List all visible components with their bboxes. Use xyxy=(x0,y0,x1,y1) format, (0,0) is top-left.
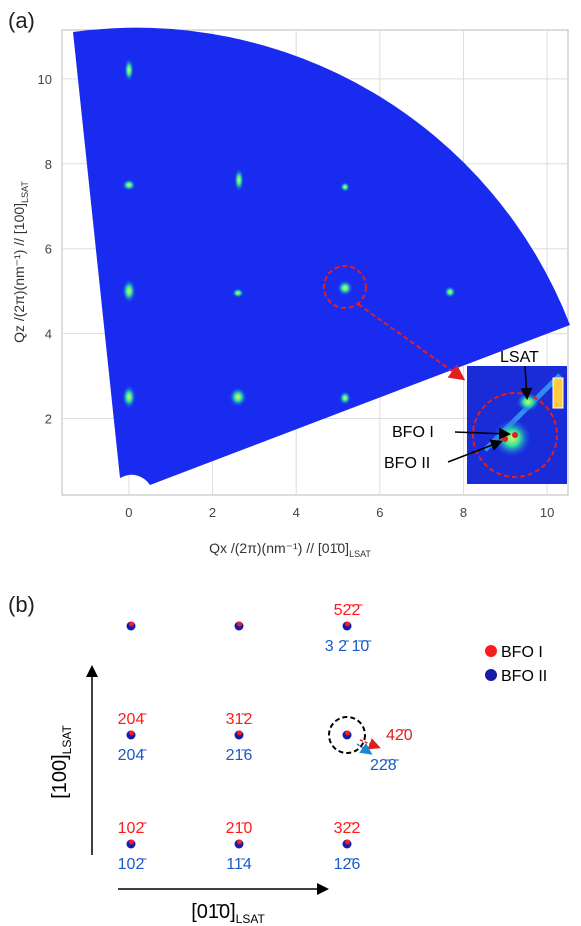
legend-marker xyxy=(485,645,497,657)
spot xyxy=(234,168,244,192)
label-sub: LSAT xyxy=(60,725,74,755)
pointer xyxy=(447,439,503,463)
callout-arrow xyxy=(359,738,381,750)
bfo1-spot xyxy=(129,621,134,627)
index-red: 204̄ xyxy=(118,711,148,728)
y-tick-label: 8 xyxy=(45,157,52,172)
index-blue: 12̄6 xyxy=(334,856,361,873)
callout-arrow xyxy=(356,742,373,755)
inset-dot xyxy=(502,436,508,442)
zoom-arrow xyxy=(357,303,466,381)
spot xyxy=(340,182,350,192)
spot xyxy=(122,179,136,191)
inset-label: BFO I xyxy=(392,424,434,441)
label-sub: LSAT xyxy=(236,912,266,926)
x-tick-label: 4 xyxy=(293,505,300,520)
spot xyxy=(232,288,244,298)
spot xyxy=(339,391,351,405)
index-red: 102̄ xyxy=(118,820,148,837)
plot-frame xyxy=(61,29,569,496)
label-main: Qx /(2π)(nm⁻¹) // [01̄0] xyxy=(209,540,349,556)
bfo1-spot xyxy=(345,621,350,627)
inset-circle xyxy=(472,392,558,478)
index-red: 31̄2 xyxy=(226,711,253,728)
label-main: [01̄0] xyxy=(191,901,235,923)
inset-spot xyxy=(492,418,532,458)
map-wedge xyxy=(73,27,570,486)
bfo1-spot xyxy=(129,730,134,736)
x-tick-label: 2 xyxy=(209,505,216,520)
label-sub: LSAT xyxy=(20,181,30,203)
inset xyxy=(467,366,567,484)
spot xyxy=(444,286,456,298)
spot xyxy=(229,387,247,407)
legend-label: BFO I xyxy=(501,644,543,661)
spot xyxy=(122,279,136,303)
map-spots xyxy=(122,58,456,409)
index-red: 52̄2̄ xyxy=(334,602,364,619)
inset-label: LSAT xyxy=(500,349,539,366)
legend-label: BFO II xyxy=(501,668,547,685)
inset-colorbar xyxy=(552,377,564,409)
bfo1-spot xyxy=(237,730,242,736)
label-main: Qz /(2π)(nm⁻¹) // [100] xyxy=(11,203,27,343)
bfo1-spot xyxy=(237,839,242,845)
highlight-circle xyxy=(323,265,367,309)
x-tick-label: 10 xyxy=(540,505,554,520)
x-tick-label: 0 xyxy=(125,505,132,520)
index-blue: 3 2̄ 1̄0̄ xyxy=(325,638,372,655)
bfo1-spot xyxy=(237,621,242,627)
label-sub: LSAT xyxy=(349,549,371,559)
x-tick-label: 6 xyxy=(376,505,383,520)
legend-marker xyxy=(485,669,497,681)
tick-labels: 0 2 4 6 8 10 2 4 6 8 10 xyxy=(38,72,555,520)
y-axis-label: Qz /(2π)(nm⁻¹) // [100]LSAT xyxy=(11,181,30,343)
index-blue: 11̄4 xyxy=(226,856,252,873)
index-red: 32̄2 xyxy=(334,820,361,837)
index-blue: 102̄ xyxy=(118,856,148,873)
bfo1-spot xyxy=(129,839,134,845)
axis-right-label: [01̄0]LSAT xyxy=(191,901,265,926)
label-main: [100] xyxy=(49,754,71,798)
highlight-circle xyxy=(328,716,366,754)
axis-up-label: [100]LSAT xyxy=(49,725,74,799)
x-axis-label: Qx /(2π)(nm⁻¹) // [01̄0]LSAT xyxy=(209,540,371,559)
spot xyxy=(122,385,136,409)
callout-blue: 22̄8̄ xyxy=(370,757,400,774)
pointer xyxy=(454,427,511,440)
y-tick-label: 4 xyxy=(45,327,52,342)
x-tick-label: 8 xyxy=(460,505,467,520)
y-tick-label: 10 xyxy=(38,72,52,87)
inset-label: BFO II xyxy=(384,455,430,472)
bfo1-spot xyxy=(345,730,350,736)
index-red: 21̄0 xyxy=(226,820,253,837)
panel-b: 52̄2̄ 3 2̄ 1̄0̄ 204̄ 204̄ 31̄2 21̄6 102̄ 102̄ 21… xyxy=(118,602,548,873)
panel-label: (b) xyxy=(8,592,35,617)
bfo1-spot xyxy=(345,839,350,845)
callout-red: 42̄0 xyxy=(386,727,413,744)
y-tick-label: 2 xyxy=(45,412,52,427)
y-tick-label: 6 xyxy=(45,242,52,257)
spot xyxy=(124,58,134,82)
index-blue: 204̄ xyxy=(118,747,148,764)
spot xyxy=(337,280,353,296)
index-blue: 21̄6 xyxy=(226,747,253,764)
panel-label: (a) xyxy=(8,8,35,33)
pointer xyxy=(520,365,533,400)
inset-dot xyxy=(512,432,518,438)
